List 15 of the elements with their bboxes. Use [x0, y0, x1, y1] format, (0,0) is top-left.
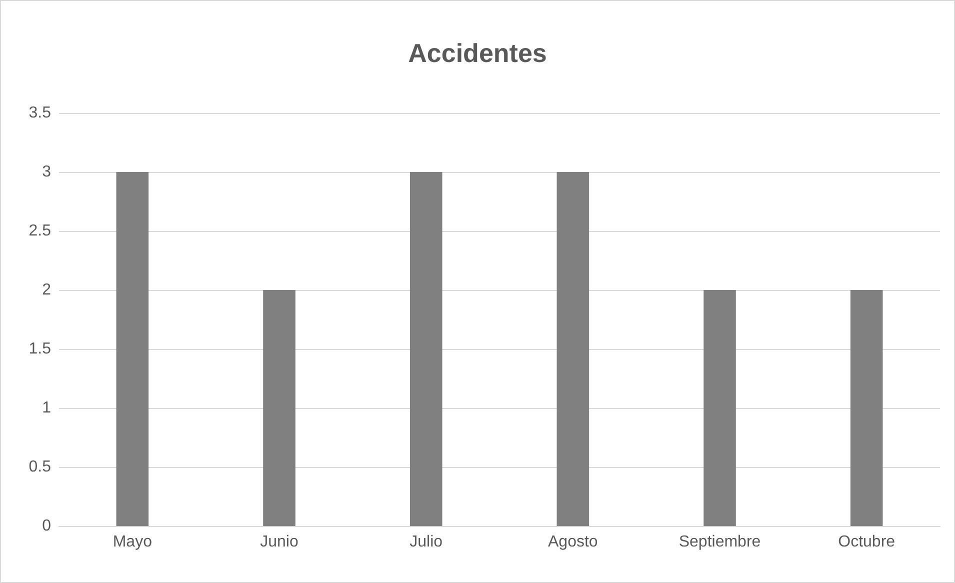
y-tick-label: 3 [42, 164, 52, 180]
x-tick-label: Septiembre [678, 534, 761, 550]
chart-title: Accidentes [408, 38, 547, 68]
y-tick-label: 2 [42, 282, 52, 298]
y-tick-label: 0.5 [28, 458, 52, 476]
y-tick-label: 2.5 [28, 222, 52, 240]
x-tick-label: Junio [260, 534, 298, 550]
x-tick-label: Mayo [112, 534, 152, 550]
y-tick-label: 1.5 [28, 340, 52, 358]
y-tick-label: 1 [42, 400, 52, 416]
y-tick-label: 0 [42, 518, 52, 534]
x-tick-label: Julio [410, 534, 443, 550]
x-tick-label: Agosto [548, 534, 598, 550]
y-tick-label: 3.5 [28, 104, 52, 122]
x-tick-label: Octubre [838, 534, 896, 550]
